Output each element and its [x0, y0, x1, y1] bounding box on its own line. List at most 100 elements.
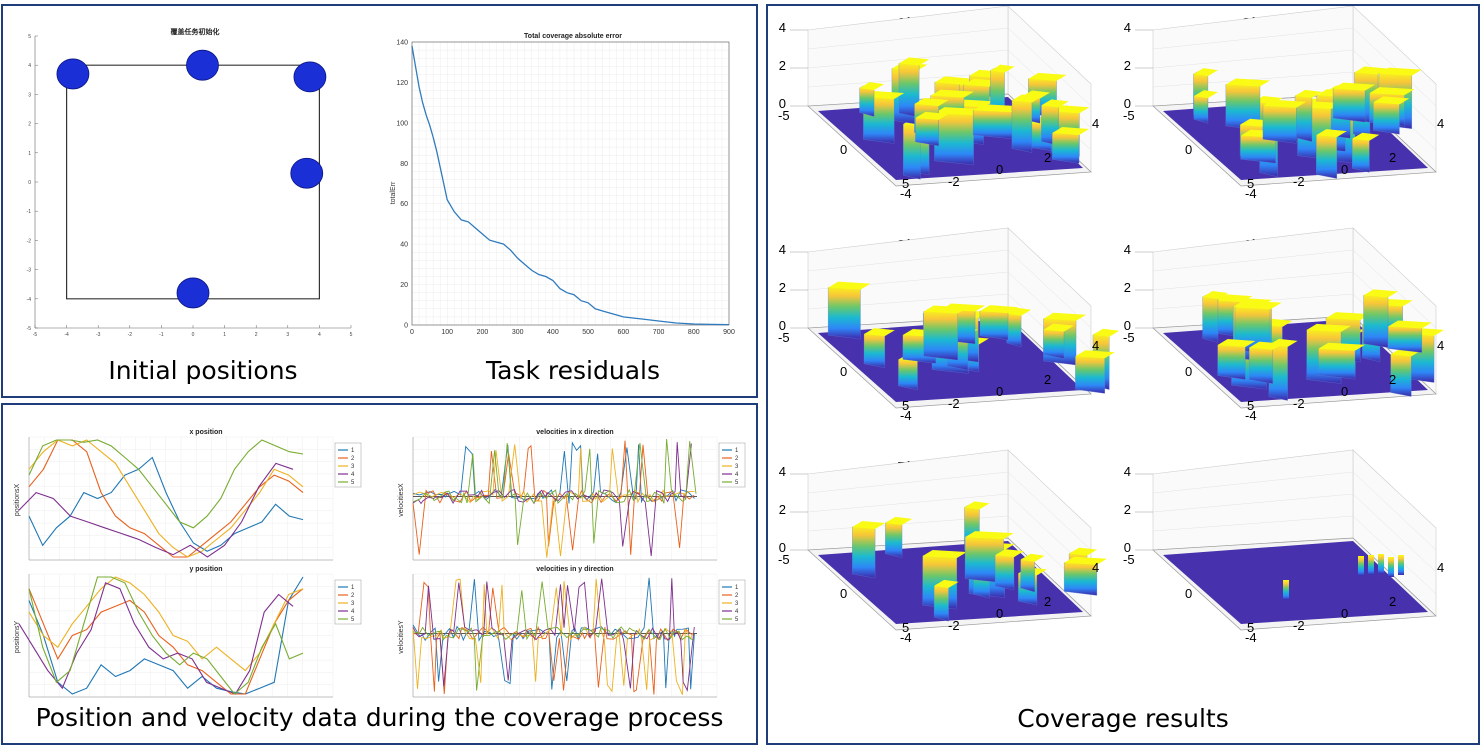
surface-block — [915, 115, 939, 147]
velocity-series-4 — [412, 578, 695, 692]
y-tick-label: 0 — [1341, 162, 1348, 177]
z-tick-label: 0 — [1124, 318, 1131, 333]
surface-block — [1363, 292, 1389, 348]
wall-grid — [1152, 271, 1354, 291]
x-tick-label: 5 — [1247, 398, 1254, 413]
surface-top — [1011, 94, 1042, 103]
surface-top — [1225, 78, 1270, 87]
surface-top — [934, 107, 984, 116]
z-tick-label: 0 — [779, 96, 786, 111]
spike-2 — [1368, 555, 1374, 575]
robot-marker-4 — [290, 157, 324, 189]
init-y-tick-label: 2 — [28, 122, 31, 128]
z-tick-label: 2 — [779, 58, 786, 73]
spike-4 — [1388, 557, 1394, 577]
surface-block — [1249, 344, 1273, 384]
robot-marker-3 — [293, 61, 327, 93]
ypos-title: y position — [189, 566, 222, 573]
surface-top — [1295, 89, 1322, 98]
robot-marker-1 — [56, 58, 90, 90]
wall-grid — [1152, 71, 1354, 88]
x-tick-label: 0 — [840, 142, 847, 157]
surface-block — [979, 308, 1009, 340]
surface-top — [1028, 72, 1067, 81]
surface-top — [1069, 547, 1098, 556]
caption-initial-positions: Initial positions — [108, 356, 298, 385]
err-x-tick-label: 600 — [617, 329, 629, 336]
surface-top — [1373, 96, 1410, 105]
surface-top — [1369, 87, 1415, 96]
init-y-tick-label: 1 — [28, 151, 31, 157]
y-tick-label: 4 — [1092, 560, 1099, 575]
surface-block — [1217, 342, 1246, 380]
z-tick-label: 4 — [779, 464, 786, 479]
y-tick-label: 2 — [1389, 150, 1396, 165]
surface-top — [922, 549, 967, 558]
init-y-tick-label: -4 — [27, 297, 32, 303]
init-x-tick-label: 1 — [223, 332, 226, 338]
surface-top — [1020, 553, 1045, 562]
surface-top — [995, 549, 1025, 558]
err-x-tick-label: 200 — [477, 329, 489, 336]
surface-top — [885, 516, 913, 525]
surface-block — [994, 552, 1015, 591]
surface-top — [864, 328, 895, 337]
y-tick-label: -2 — [1293, 174, 1305, 189]
xvel-title: velocities in x direction — [536, 429, 613, 436]
init-y-tick-label: -5 — [27, 326, 32, 332]
coverage-region — [65, 64, 320, 300]
error-series-line — [411, 45, 730, 326]
surface-block — [923, 308, 958, 361]
legend-label: 2 — [735, 593, 739, 599]
x-tick-label: 5 — [1247, 176, 1254, 191]
z-tick-label: 4 — [779, 242, 786, 257]
surface-block — [859, 85, 875, 117]
spike-1 — [1358, 556, 1364, 576]
z-tick-label: 4 — [1124, 464, 1131, 479]
legend-label: 1 — [351, 585, 355, 591]
init-x-tick-label: -5 — [33, 332, 38, 338]
init-y-tick-label: 4 — [28, 63, 31, 69]
err-y-tick-label: 120 — [396, 80, 408, 87]
surface-top — [852, 520, 886, 529]
surface-block — [933, 583, 949, 622]
surface-top — [1050, 105, 1090, 114]
surface-block — [1020, 557, 1035, 593]
init-y-tick-label: 3 — [28, 92, 31, 98]
z-tick-label: 0 — [1124, 540, 1131, 555]
surface-top — [859, 82, 885, 91]
x-tick-label: 5 — [902, 176, 909, 191]
y-tick-label: 0 — [996, 606, 1003, 621]
back-wall-left — [1152, 449, 1354, 551]
surface-block — [1294, 93, 1313, 142]
x-tick-label: 0 — [1185, 142, 1192, 157]
surface-top — [1234, 301, 1281, 310]
legend-label: 1 — [735, 585, 739, 591]
z-tick-label: 4 — [1124, 20, 1131, 35]
coverage-surface-grid: 1/6 total time024-505-4-20242/6 total ti… — [778, 6, 1444, 645]
y-tick-label: 2 — [1044, 150, 1051, 165]
xpos-chart: x position positionsX 1 2 3 4 5 — [14, 429, 362, 561]
init-y-tick-label: -2 — [27, 238, 32, 244]
y-tick-label: 2 — [1389, 594, 1396, 609]
surface-top — [1352, 132, 1380, 141]
err-ylabel: totalErr — [390, 181, 397, 204]
y-tick-label: 4 — [1437, 560, 1444, 575]
robot-marker-2 — [186, 49, 219, 81]
robot-marker-5 — [176, 277, 210, 309]
z-tick-label: 2 — [779, 280, 786, 295]
err-x-tick-label: 300 — [512, 329, 524, 336]
wall-grid — [807, 249, 1009, 272]
err-x-tick-label: 500 — [582, 329, 594, 336]
series-line-1 — [28, 576, 304, 695]
err-y-tick-label: 40 — [400, 242, 408, 249]
ypos-ylabel: positionsY — [14, 621, 21, 654]
z-tick-label: 4 — [779, 20, 786, 35]
y-tick-label: 0 — [996, 162, 1003, 177]
panel-position-velocity: x position positionsX 1 2 3 4 5 velocities i… — [1, 403, 758, 745]
velocity-series-5 — [412, 438, 697, 546]
y-tick-label: 0 — [1341, 384, 1348, 399]
